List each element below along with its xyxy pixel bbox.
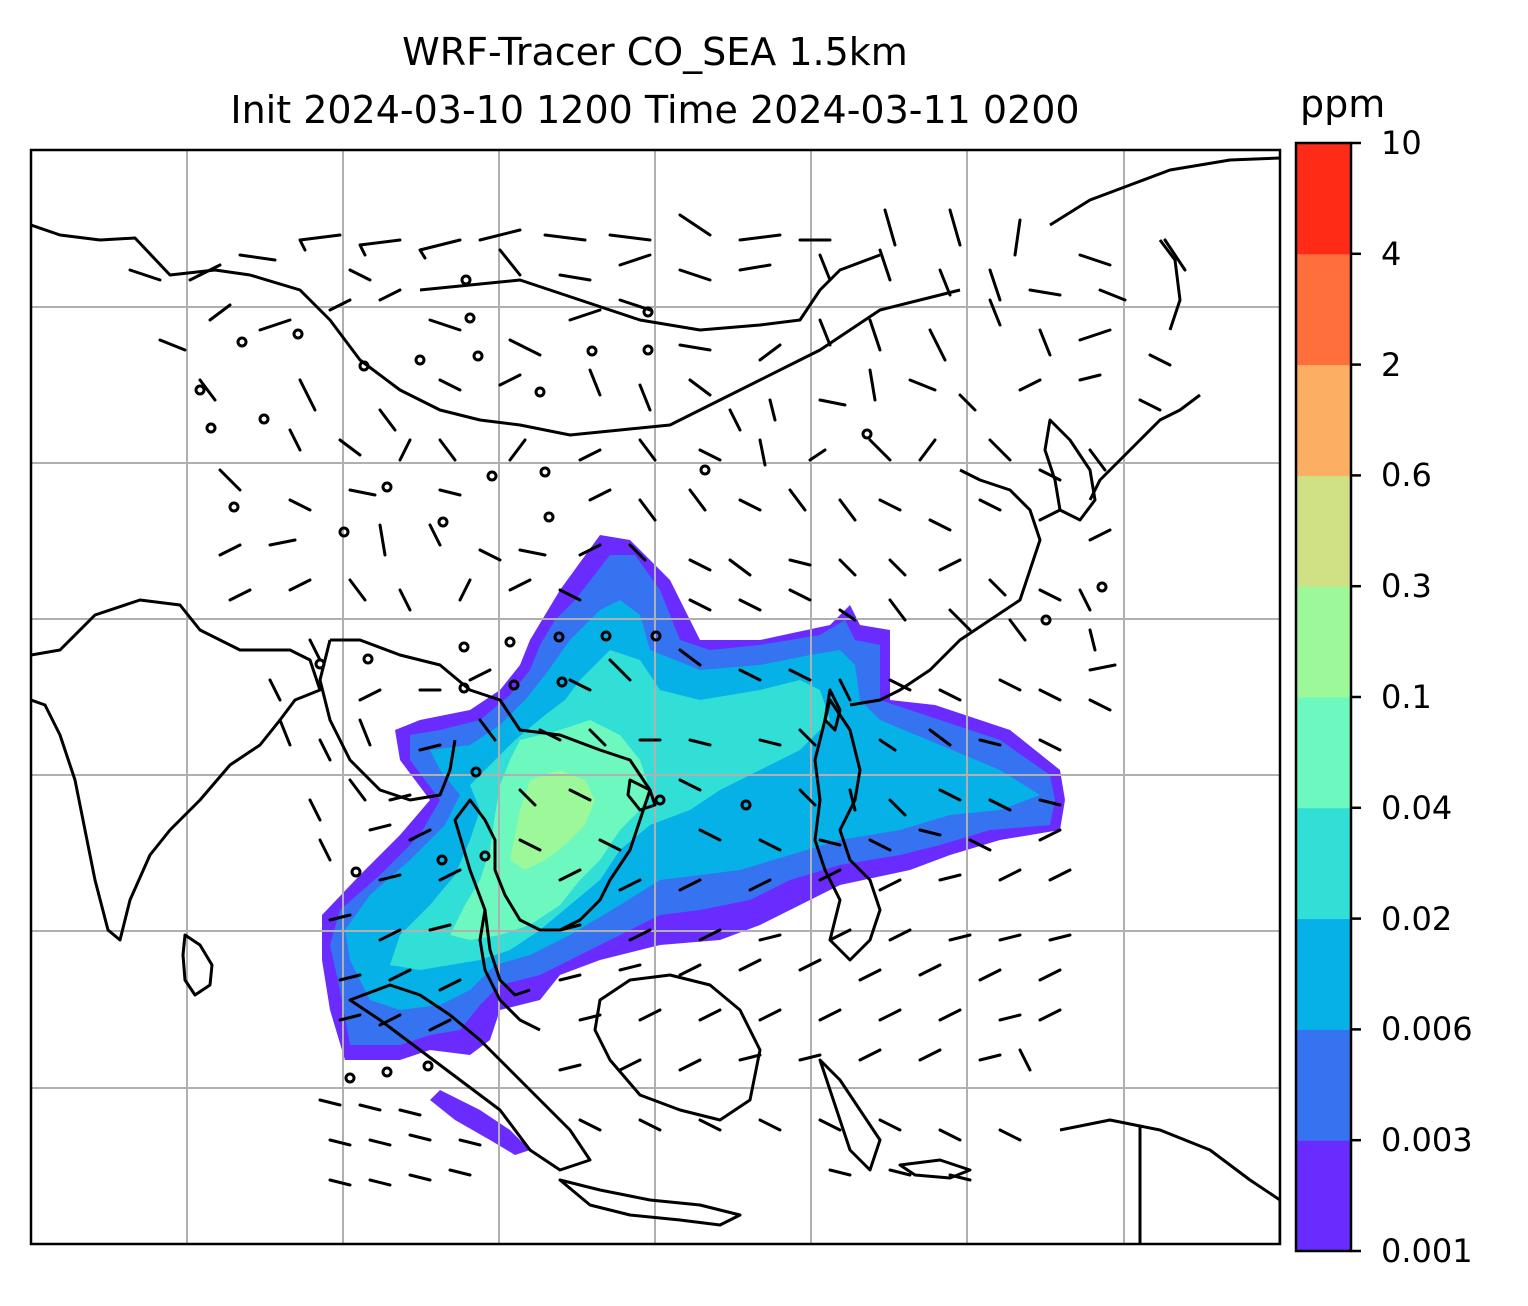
colorbar-segment bbox=[1296, 697, 1351, 809]
plume-0.001-tail bbox=[430, 1090, 530, 1155]
indochina-coast bbox=[330, 638, 652, 997]
colorbar-segment bbox=[1296, 475, 1351, 587]
colorbar-segment bbox=[1296, 364, 1351, 476]
colorbar-tick-label: 0.02 bbox=[1381, 899, 1453, 938]
sulawesi bbox=[818, 1058, 882, 1172]
colorbar-segment bbox=[1296, 586, 1351, 698]
philippines bbox=[813, 698, 882, 962]
colorbar-tick-label: 4 bbox=[1381, 234, 1402, 273]
colorbar-segment bbox=[1296, 918, 1351, 1030]
myanmar-coast bbox=[318, 639, 457, 802]
colorbar-segment bbox=[1296, 807, 1351, 920]
korea bbox=[1043, 418, 1097, 522]
colorbar bbox=[1296, 141, 1361, 1253]
colorbar-tick-label: 0.003 bbox=[1381, 1121, 1473, 1160]
map-area bbox=[31, 150, 1280, 1244]
colorbar-tick-label: 0.04 bbox=[1381, 788, 1453, 827]
russia-coast bbox=[1049, 156, 1280, 227]
borneo bbox=[593, 973, 762, 1122]
wind-barbs bbox=[128, 208, 1187, 1187]
colorbar-segment bbox=[1296, 143, 1351, 255]
colorbar-segment bbox=[1296, 1140, 1351, 1252]
colorbar-segment bbox=[1296, 1029, 1351, 1141]
taiwan bbox=[823, 688, 842, 732]
map-title-line2: Init 2024-03-10 1200 Time 2024-03-11 020… bbox=[230, 88, 1080, 132]
central-asia-border bbox=[31, 223, 961, 437]
colorbar-segment bbox=[1296, 253, 1351, 366]
colorbar-tick-label: 2 bbox=[1381, 345, 1402, 384]
colorbar-tick-label: 0.1 bbox=[1381, 678, 1432, 716]
timor bbox=[898, 1158, 972, 1180]
coastlines bbox=[31, 156, 1280, 1244]
colorbar-tick-label: 0.006 bbox=[1381, 1010, 1473, 1049]
sakhalin bbox=[1158, 239, 1182, 331]
malay-peninsula bbox=[478, 909, 541, 1032]
calm-wind-markers bbox=[194, 274, 1108, 1084]
china-coast bbox=[849, 468, 1042, 707]
map-frame bbox=[29, 148, 1282, 1246]
japan bbox=[1088, 393, 1201, 501]
new-guinea bbox=[1059, 1118, 1280, 1244]
colorbar-frame bbox=[1294, 141, 1353, 1253]
colorbar-tick-label: 0.3 bbox=[1381, 567, 1432, 606]
colorbar-tick-label: 0.6 bbox=[1381, 456, 1432, 495]
india-coast bbox=[31, 598, 322, 942]
hainan bbox=[626, 778, 657, 812]
map-title-line1: WRF-Tracer CO_SEA 1.5km bbox=[402, 30, 908, 74]
colorbar-tick-label: 0.001 bbox=[1381, 1232, 1473, 1270]
mongolia-border bbox=[419, 253, 881, 332]
map-gridlines bbox=[31, 150, 1280, 1244]
colorbar-tick-label: 10 bbox=[1381, 124, 1422, 162]
sumatra bbox=[348, 983, 592, 1172]
java bbox=[558, 1178, 742, 1227]
colorbar-unit-label: ppm bbox=[1300, 82, 1386, 126]
sri-lanka bbox=[181, 933, 214, 997]
